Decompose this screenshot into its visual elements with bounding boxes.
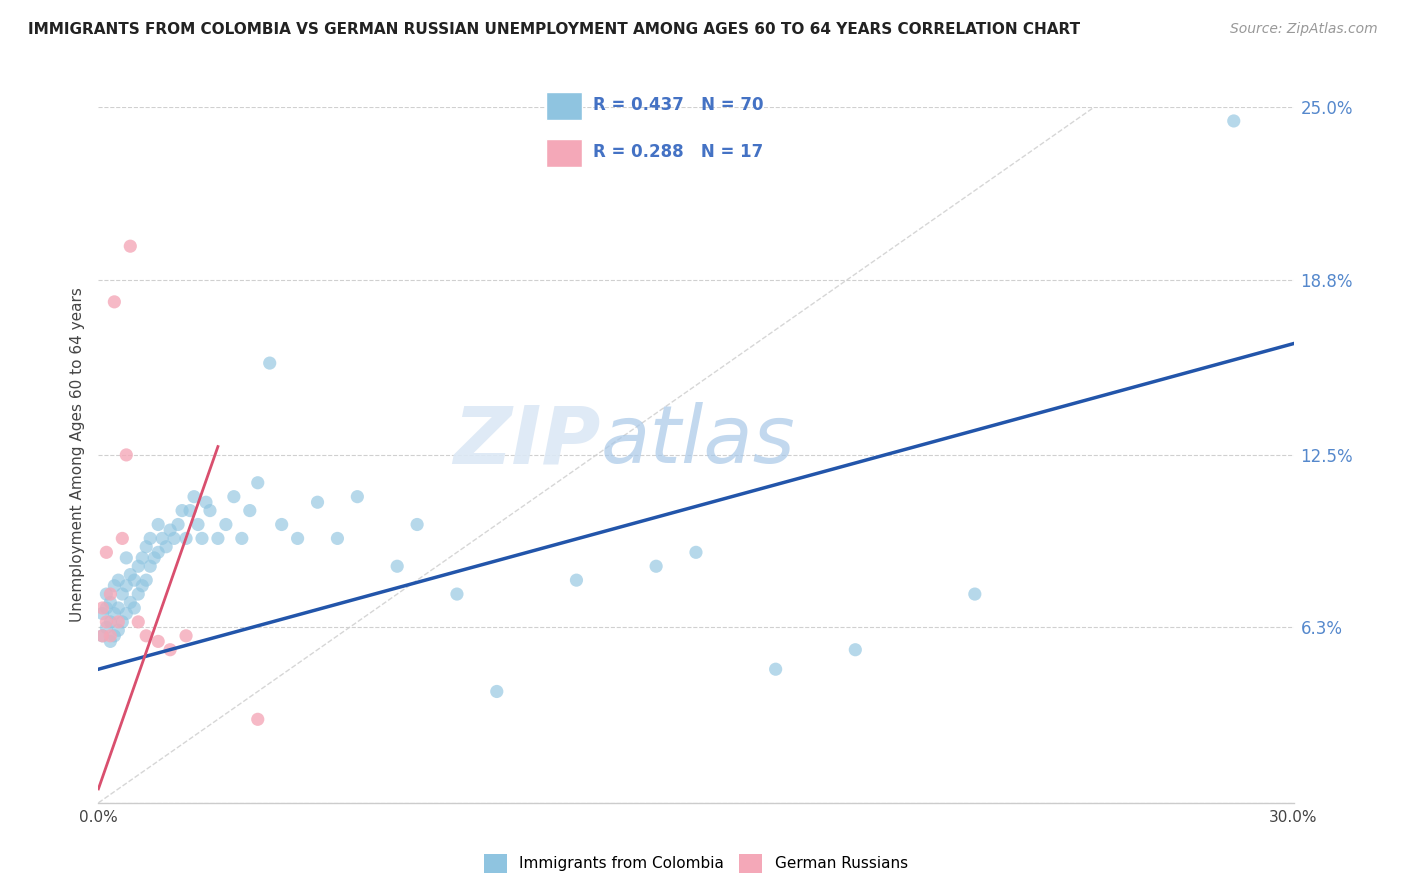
Point xyxy=(135,540,157,554)
Point xyxy=(565,573,588,587)
Point xyxy=(127,587,149,601)
Point xyxy=(159,642,181,657)
Point xyxy=(326,532,349,546)
Point xyxy=(231,532,253,546)
Point xyxy=(172,503,194,517)
Point xyxy=(222,490,245,504)
Point xyxy=(287,532,309,546)
Point xyxy=(685,545,707,559)
Point xyxy=(406,517,429,532)
Point xyxy=(195,495,218,509)
Point xyxy=(127,559,149,574)
Point xyxy=(107,624,129,638)
Point xyxy=(124,573,146,587)
Point xyxy=(96,615,118,629)
Point xyxy=(103,607,125,621)
Text: R = 0.437   N = 70: R = 0.437 N = 70 xyxy=(593,96,763,114)
Point xyxy=(120,567,142,582)
Point xyxy=(239,503,262,517)
Point xyxy=(259,356,281,370)
Point xyxy=(91,629,114,643)
Point xyxy=(346,490,368,504)
Point xyxy=(100,629,122,643)
Point xyxy=(107,573,129,587)
Point xyxy=(148,545,170,559)
Point xyxy=(844,642,866,657)
Point xyxy=(270,517,292,532)
Point xyxy=(963,587,986,601)
Text: ZIP: ZIP xyxy=(453,402,600,480)
Point xyxy=(103,579,125,593)
Point xyxy=(115,607,138,621)
Point xyxy=(96,587,118,601)
Point xyxy=(174,532,197,546)
Point xyxy=(91,601,114,615)
Point xyxy=(148,517,170,532)
Point xyxy=(115,579,138,593)
Point xyxy=(246,712,269,726)
Point xyxy=(139,532,162,546)
Point xyxy=(131,550,153,565)
Text: Source: ZipAtlas.com: Source: ZipAtlas.com xyxy=(1230,22,1378,37)
Point xyxy=(96,620,118,634)
Point xyxy=(187,517,209,532)
Point xyxy=(111,615,134,629)
Point xyxy=(135,629,157,643)
Point xyxy=(120,595,142,609)
Point xyxy=(120,239,142,253)
Point xyxy=(131,579,153,593)
Point xyxy=(167,517,190,532)
Text: R = 0.288   N = 17: R = 0.288 N = 17 xyxy=(593,144,763,161)
Point xyxy=(107,615,129,629)
Point xyxy=(215,517,238,532)
Bar xyxy=(546,139,582,167)
Point xyxy=(127,615,149,629)
Point xyxy=(107,601,129,615)
Y-axis label: Unemployment Among Ages 60 to 64 years: Unemployment Among Ages 60 to 64 years xyxy=(69,287,84,623)
Point xyxy=(159,523,181,537)
Point xyxy=(115,448,138,462)
Point xyxy=(115,550,138,565)
Point xyxy=(163,532,186,546)
Point xyxy=(124,601,146,615)
Point xyxy=(111,532,134,546)
Point xyxy=(103,629,125,643)
Point xyxy=(155,540,177,554)
Point xyxy=(100,587,122,601)
Point xyxy=(1222,114,1246,128)
Point xyxy=(385,559,409,574)
Point xyxy=(103,294,125,309)
Point xyxy=(96,545,118,559)
Point xyxy=(191,532,214,546)
Point xyxy=(307,495,329,509)
Point xyxy=(135,573,157,587)
Point xyxy=(645,559,668,574)
Point xyxy=(111,587,134,601)
Point xyxy=(100,595,122,609)
Point xyxy=(143,550,166,565)
Point xyxy=(91,629,114,643)
Legend: Immigrants from Colombia, German Russians: Immigrants from Colombia, German Russian… xyxy=(478,847,914,879)
Point xyxy=(139,559,162,574)
Bar xyxy=(546,92,582,120)
Point xyxy=(91,607,114,621)
Point xyxy=(174,629,197,643)
Point xyxy=(148,634,170,648)
Point xyxy=(485,684,508,698)
Point xyxy=(150,532,173,546)
Point xyxy=(198,503,221,517)
Point xyxy=(100,634,122,648)
Point xyxy=(765,662,787,676)
Text: atlas: atlas xyxy=(600,402,796,480)
Point xyxy=(100,615,122,629)
Point xyxy=(183,490,205,504)
Point xyxy=(207,532,229,546)
Point xyxy=(96,601,118,615)
Point xyxy=(179,503,201,517)
Text: IMMIGRANTS FROM COLOMBIA VS GERMAN RUSSIAN UNEMPLOYMENT AMONG AGES 60 TO 64 YEAR: IMMIGRANTS FROM COLOMBIA VS GERMAN RUSSI… xyxy=(28,22,1080,37)
Point xyxy=(246,475,269,490)
Point xyxy=(446,587,468,601)
